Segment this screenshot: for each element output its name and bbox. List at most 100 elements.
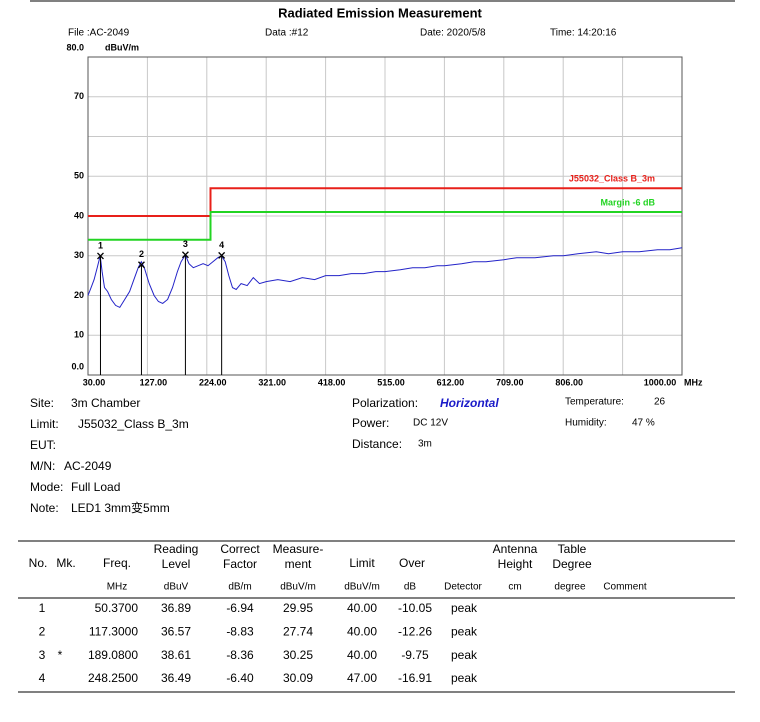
power-value: DC 12V <box>413 418 448 429</box>
column-header: Measure- <box>273 542 324 556</box>
table-cell: 40.00 <box>347 601 377 615</box>
column-header: Over <box>399 556 425 570</box>
column-header: Antenna <box>493 542 538 556</box>
column-header: No. <box>29 556 48 570</box>
unit-label: dB <box>404 582 417 593</box>
data-no: Data :#12 <box>265 28 309 39</box>
table-cell: -16.91 <box>398 671 432 685</box>
table-cell: -8.36 <box>226 648 254 662</box>
info-value: Full Load <box>71 480 120 494</box>
column-header: Table <box>558 542 587 556</box>
y-tick-label: 50 <box>74 171 84 181</box>
x-tick-label: 612.00 <box>437 377 465 387</box>
unit-label: Comment <box>603 582 647 593</box>
info-value: 3m Chamber <box>71 396 140 410</box>
table-cell: peak <box>451 671 478 685</box>
table-cell: 47.00 <box>347 671 377 685</box>
table-cell: -9.75 <box>401 648 429 662</box>
info-label: M/N: <box>30 459 55 473</box>
y-tick-label: 20 <box>74 290 84 300</box>
unit-label: dBuV/m <box>280 582 316 593</box>
info-label: Mode: <box>30 480 63 494</box>
table-cell: 2 <box>39 624 46 638</box>
table-cell: 1 <box>39 601 46 615</box>
marker <box>218 251 226 259</box>
x-tick-label: 127.00 <box>140 377 168 387</box>
table-cell: 36.89 <box>161 601 191 615</box>
legend-label: J55032_Class B_3m <box>569 174 655 184</box>
column-header: Correct <box>220 542 260 556</box>
table-cell: 248.2500 <box>88 671 138 685</box>
date: Date: 2020/5/8 <box>420 28 486 39</box>
x-tick-label: 321.00 <box>258 377 286 387</box>
y-unit: dBuV/m <box>105 42 139 52</box>
table-cell: -6.40 <box>226 671 254 685</box>
file: File :AC-2049 <box>68 28 130 39</box>
table-cell: peak <box>451 624 478 638</box>
y-tick-label: 70 <box>74 91 84 101</box>
temperature-label: Temperature: <box>565 397 624 408</box>
polarization-value: Horizontal <box>440 396 499 410</box>
legend-label: Margin -6 dB <box>600 197 655 207</box>
x-tick-label: 709.00 <box>496 377 524 387</box>
table-cell: 40.00 <box>347 624 377 638</box>
info-label: Limit: <box>30 417 59 431</box>
y-tick-label: 30 <box>74 250 84 260</box>
polarization-label: Polarization: <box>352 396 418 410</box>
table-cell: peak <box>451 601 478 615</box>
y-tick-label: 0.0 <box>71 361 84 371</box>
info-label: Site: <box>30 396 54 410</box>
marker <box>138 261 145 269</box>
table-cell: 29.95 <box>283 601 313 615</box>
table-cell: -10.05 <box>398 601 432 615</box>
column-header: Factor <box>223 557 257 571</box>
x-tick-label: 515.00 <box>377 377 405 387</box>
unit-label: dBuV/m <box>344 582 380 593</box>
column-header: Mk. <box>56 556 75 570</box>
y-tick-label: 10 <box>74 330 84 340</box>
unit-label: MHz <box>107 582 128 593</box>
column-header: Level <box>162 557 191 571</box>
table-cell: * <box>58 648 63 662</box>
info-label: Note: <box>30 501 59 515</box>
distance-value: 3m <box>418 439 432 450</box>
power-label: Power: <box>352 416 389 430</box>
title: Radiated Emission Measurement <box>278 5 482 20</box>
table-cell: 36.57 <box>161 624 191 638</box>
marker-label: 3 <box>183 239 188 249</box>
marker-label: 4 <box>219 240 224 250</box>
x-unit: MHz <box>684 377 703 387</box>
column-header: Reading <box>154 542 199 556</box>
x-tick-label: 224.00 <box>199 377 227 387</box>
table-cell: -8.83 <box>226 624 254 638</box>
unit-label: degree <box>554 582 586 593</box>
unit-label: dB/m <box>228 582 251 593</box>
x-tick-label: 806.00 <box>555 377 583 387</box>
limit-line <box>88 187 682 217</box>
marker <box>181 251 189 259</box>
limit-line <box>88 211 682 241</box>
column-header: Freq. <box>103 556 131 570</box>
y-tick-label: 80.0 <box>66 42 84 52</box>
column-header: Height <box>498 557 533 571</box>
x-tick-label: 30.00 <box>83 377 106 387</box>
table-cell: 36.49 <box>161 671 191 685</box>
marker-label: 1 <box>98 240 103 250</box>
humidity-value: 47 % <box>632 418 655 429</box>
y-tick-label: 40 <box>74 210 84 220</box>
temperature-value: 26 <box>654 397 666 408</box>
table-cell: -6.94 <box>226 601 254 615</box>
table-cell: 4 <box>39 671 46 685</box>
table-cell: 3 <box>39 648 46 662</box>
x-tick-label: 418.00 <box>318 377 346 387</box>
table-cell: 50.3700 <box>95 601 139 615</box>
unit-label: cm <box>508 582 521 593</box>
info-value: J55032_Class B_3m <box>78 417 189 431</box>
table-cell: -12.26 <box>398 624 432 638</box>
table-cell: 27.74 <box>283 624 313 638</box>
info-value: AC-2049 <box>64 459 112 473</box>
humidity-label: Humidity: <box>565 418 607 429</box>
table-cell: 40.00 <box>347 648 377 662</box>
table-cell: 30.25 <box>283 648 313 662</box>
